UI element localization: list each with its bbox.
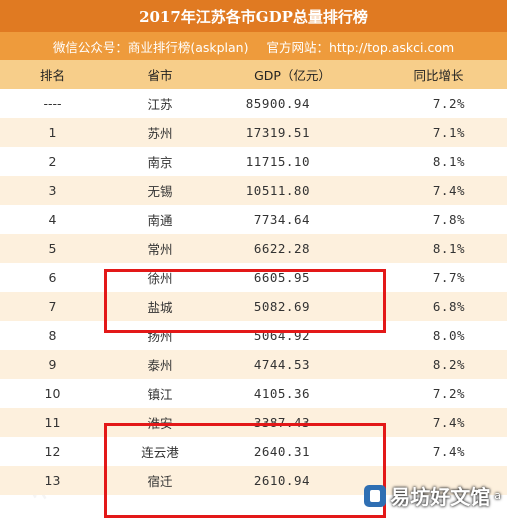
gdp-cell: 10511.80 — [215, 176, 370, 205]
growth-cell: 7.1% — [370, 118, 507, 147]
gdp-cell: 2640.31 — [215, 437, 370, 466]
highlight-box-xuzhou-yancheng — [104, 269, 386, 333]
gdp-cell: 7734.64 — [215, 205, 370, 234]
gdp-cell: 6605.95 — [215, 263, 370, 292]
growth-cell: 6.8% — [370, 292, 507, 321]
growth-cell: 7.4% — [370, 176, 507, 205]
growth-cell: 8.2% — [370, 350, 507, 379]
gdp-cell: 5064.92 — [215, 321, 370, 350]
rank-cell: 12 — [0, 437, 105, 466]
website-link[interactable]: 官方网站：http://top.askci.com — [266, 39, 455, 55]
rank-cell: 11 — [0, 408, 105, 437]
city-cell: 无锡 — [105, 176, 215, 205]
rank-cell: 10 — [0, 379, 105, 408]
city-cell: 盐城 — [105, 292, 215, 321]
ranking-table: 排名 省市 GDP（亿元） 同比增长 ---- 江苏 85900.94 7.2%… — [0, 60, 507, 495]
rank-cell: 6 — [0, 263, 105, 292]
growth-cell: 7.4% — [370, 408, 507, 437]
table-row: 9 泰州 4744.53 8.2% — [0, 350, 507, 379]
subtitle-bar: 微信公众号：商业排行榜(askplan) 官方网站：http://top.ask… — [0, 32, 507, 60]
city-cell: 江苏 — [105, 89, 215, 118]
table-row: 13 宿迁 2610.94 — [0, 466, 507, 495]
gdp-cell: 3387.43 — [215, 408, 370, 437]
watermark-logo-icon — [364, 484, 387, 507]
rank-cell: 8 — [0, 321, 105, 350]
city-cell: 南京 — [105, 147, 215, 176]
growth-cell: 8.0% — [370, 321, 507, 350]
highlight-box-huaian-suqian — [104, 423, 386, 518]
rank-cell: 5 — [0, 234, 105, 263]
rank-cell: 3 — [0, 176, 105, 205]
table-header-row: 排名 省市 GDP（亿元） 同比增长 — [0, 60, 507, 89]
table-row: 12 连云港 2640.31 7.4% — [0, 437, 507, 466]
city-cell: 南通 — [105, 205, 215, 234]
header-growth: 同比增长 — [370, 60, 507, 89]
city-cell: 泰州 — [105, 350, 215, 379]
gdp-cell: 4744.53 — [215, 350, 370, 379]
table-row: 11 淮安 3387.43 7.4% — [0, 408, 507, 437]
rank-cell: 13 — [0, 466, 105, 495]
header-rank: 排名 — [0, 60, 105, 89]
city-cell: 淮安 — [105, 408, 215, 437]
header-city: 省市 — [105, 60, 215, 89]
city-cell: 连云港 — [105, 437, 215, 466]
growth-cell: 8.1% — [370, 147, 507, 176]
rank-cell: 1 — [0, 118, 105, 147]
watermark-text: 易坊好文馆 — [390, 485, 491, 509]
table-row: ---- 江苏 85900.94 7.2% — [0, 89, 507, 118]
header-gdp: GDP（亿元） — [215, 60, 370, 89]
city-cell: 宿迁 — [105, 466, 215, 495]
table-row: 3 无锡 10511.80 7.4% — [0, 176, 507, 205]
city-cell: 镇江 — [105, 379, 215, 408]
table-row: 1 苏州 17319.51 7.1% — [0, 118, 507, 147]
wechat-account: 微信公众号：商业排行榜(askplan) — [52, 39, 249, 55]
city-cell: 苏州 — [105, 118, 215, 147]
watermark-subtext: a — [494, 489, 501, 502]
rank-cell: ---- — [0, 89, 105, 118]
table-title: 2017年江苏各市GDP总量排行榜 — [0, 0, 507, 32]
gdp-cell: 85900.94 — [215, 89, 370, 118]
growth-cell: 7.8% — [370, 205, 507, 234]
city-cell: 徐州 — [105, 263, 215, 292]
table-row: 7 盐城 5082.69 6.8% — [0, 292, 507, 321]
gdp-cell: 5082.69 — [215, 292, 370, 321]
growth-cell: 7.2% — [370, 379, 507, 408]
growth-cell — [370, 466, 507, 495]
table-row: 8 扬州 5064.92 8.0% — [0, 321, 507, 350]
city-cell: 常州 — [105, 234, 215, 263]
table-row: 2 南京 11715.10 8.1% — [0, 147, 507, 176]
table-row: 4 南通 7734.64 7.8% — [0, 205, 507, 234]
growth-cell: 7.4% — [370, 437, 507, 466]
rank-cell: 7 — [0, 292, 105, 321]
growth-cell: 7.7% — [370, 263, 507, 292]
table-row: 5 常州 6622.28 8.1% — [0, 234, 507, 263]
rank-cell: 2 — [0, 147, 105, 176]
rank-cell: 9 — [0, 350, 105, 379]
table-row: 6 徐州 6605.95 7.7% — [0, 263, 507, 292]
gdp-cell: 2610.94 — [215, 466, 370, 495]
site-watermark: 易坊好文馆 a — [364, 481, 501, 510]
gdp-cell: 6622.28 — [215, 234, 370, 263]
gdp-cell: 11715.10 — [215, 147, 370, 176]
gdp-cell: 4105.36 — [215, 379, 370, 408]
rank-cell: 4 — [0, 205, 105, 234]
growth-cell: 8.1% — [370, 234, 507, 263]
gdp-cell: 17319.51 — [215, 118, 370, 147]
growth-cell: 7.2% — [370, 89, 507, 118]
table-row: 10 镇江 4105.36 7.2% — [0, 379, 507, 408]
